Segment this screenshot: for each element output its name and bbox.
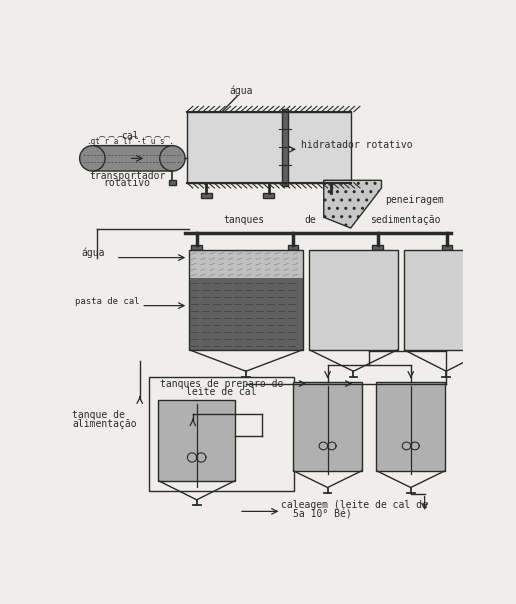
Text: transportador: transportador	[89, 171, 165, 181]
Bar	[149, 377, 294, 490]
Bar	[442, 245, 453, 249]
Bar	[169, 180, 176, 185]
Text: 5a 10° Bé): 5a 10° Bé)	[293, 510, 352, 519]
Bar	[189, 249, 303, 278]
Bar	[201, 193, 212, 198]
Text: pasta de cal: pasta de cal	[75, 297, 139, 306]
Text: caleagem (leite de cal de: caleagem (leite de cal de	[281, 500, 428, 510]
Bar	[263, 193, 274, 198]
Bar	[309, 249, 398, 350]
Bar	[376, 382, 445, 471]
Circle shape	[79, 146, 105, 171]
Text: água: água	[81, 248, 105, 258]
Text: tanques de preparo do: tanques de preparo do	[159, 379, 283, 388]
Circle shape	[160, 146, 185, 171]
Text: leite de cal: leite de cal	[186, 387, 256, 397]
Bar	[293, 382, 362, 471]
Bar	[404, 249, 489, 350]
Bar	[326, 193, 336, 198]
Text: peneiragem: peneiragem	[385, 195, 444, 205]
Bar	[187, 112, 351, 182]
Bar	[287, 245, 298, 249]
Polygon shape	[324, 180, 381, 228]
Bar	[189, 249, 303, 350]
Text: alimentação: alimentação	[72, 419, 137, 429]
Text: rotativo: rotativo	[104, 178, 151, 188]
Text: tanques: tanques	[223, 214, 265, 225]
Text: cal: cal	[121, 130, 139, 141]
Bar	[282, 109, 288, 185]
Bar	[189, 278, 303, 350]
Bar	[372, 245, 383, 249]
Text: água: água	[229, 86, 252, 96]
FancyBboxPatch shape	[92, 146, 172, 171]
Text: de: de	[304, 214, 316, 225]
Bar	[191, 245, 202, 249]
Text: hidratador rotativo: hidratador rotativo	[301, 140, 413, 150]
Bar	[158, 400, 235, 481]
Text: .qt͡r͡a͡lf͡-t͡u͡s͡.: .qt͡r͡a͡lf͡-t͡u͡s͡.	[86, 137, 174, 146]
Text: tanque de: tanque de	[72, 410, 125, 420]
Text: sedimentação: sedimentação	[370, 214, 441, 225]
